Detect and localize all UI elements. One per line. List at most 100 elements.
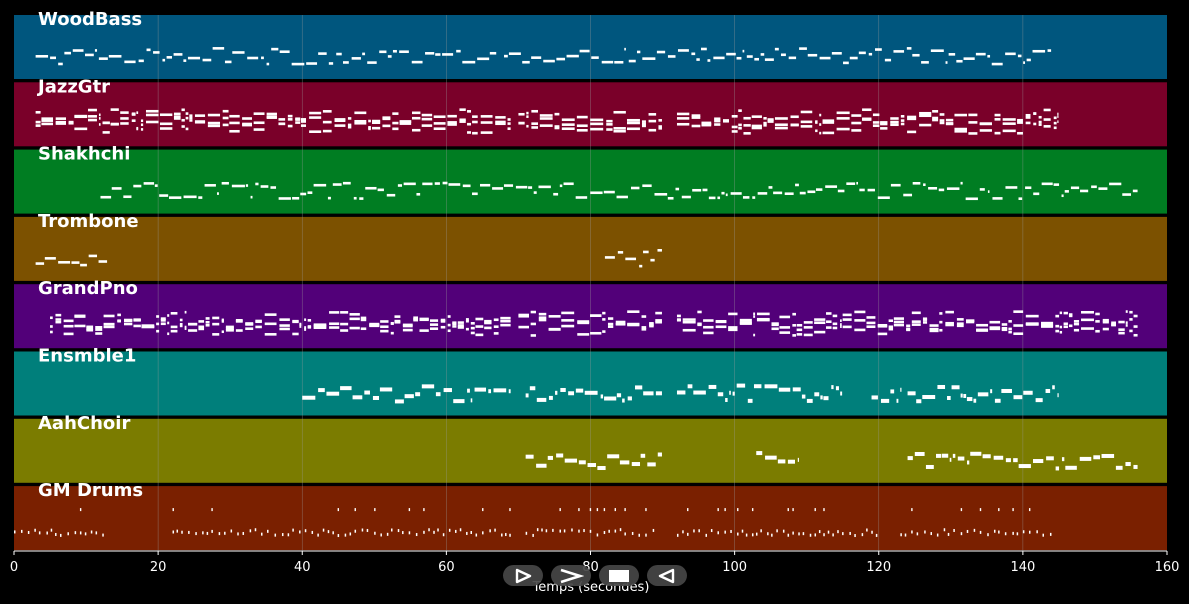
note — [696, 58, 700, 61]
stop-button[interactable] — [599, 565, 639, 586]
note — [1045, 388, 1051, 393]
x-tick-label: 100 — [722, 560, 747, 575]
note — [493, 318, 499, 322]
note — [553, 192, 559, 196]
note — [714, 117, 721, 121]
note — [731, 130, 738, 133]
note — [579, 49, 590, 53]
note — [743, 124, 751, 127]
note — [74, 127, 88, 131]
note — [206, 531, 209, 535]
note — [1025, 121, 1031, 125]
note — [322, 120, 332, 124]
note — [63, 319, 74, 323]
note — [131, 112, 136, 116]
note — [608, 529, 610, 533]
note — [655, 319, 662, 322]
note — [1025, 186, 1032, 190]
note — [1095, 312, 1100, 316]
note — [880, 121, 888, 124]
note — [145, 120, 159, 124]
note — [255, 319, 262, 323]
x-tick-label: 0 — [10, 560, 18, 575]
note — [982, 454, 991, 459]
note — [966, 529, 969, 533]
note — [313, 183, 327, 187]
note — [545, 529, 548, 533]
note — [211, 529, 213, 533]
note — [153, 51, 160, 54]
note — [347, 117, 352, 120]
note — [682, 318, 696, 321]
note — [318, 52, 327, 55]
note — [261, 56, 264, 60]
note — [960, 393, 963, 398]
note — [687, 532, 689, 536]
note — [591, 56, 599, 59]
note — [1055, 466, 1060, 471]
note — [222, 123, 229, 127]
note — [1102, 327, 1109, 331]
x-tick-label: 140 — [1010, 560, 1035, 575]
note — [548, 395, 553, 400]
note — [1059, 311, 1063, 315]
note — [929, 324, 939, 327]
note — [693, 529, 695, 533]
note — [960, 181, 963, 185]
note — [858, 51, 866, 55]
note — [108, 54, 122, 58]
fast-forward-button[interactable] — [551, 565, 591, 586]
note — [1043, 125, 1051, 128]
note — [1008, 327, 1012, 331]
note — [58, 62, 63, 66]
note — [235, 318, 243, 322]
note — [624, 532, 626, 536]
note — [399, 122, 412, 125]
note — [470, 531, 472, 535]
note — [508, 52, 521, 55]
note — [561, 324, 575, 328]
note — [602, 330, 606, 333]
note — [302, 395, 316, 400]
note — [687, 384, 693, 389]
note — [318, 388, 325, 393]
note — [613, 127, 626, 130]
note — [27, 530, 30, 534]
note — [814, 508, 816, 512]
note — [55, 318, 62, 321]
note — [189, 114, 193, 117]
note — [349, 532, 352, 536]
note — [1025, 113, 1031, 117]
note — [819, 123, 822, 126]
note — [764, 58, 774, 61]
rewind-button[interactable] — [647, 565, 687, 586]
note — [1068, 313, 1073, 316]
note — [399, 50, 409, 54]
note — [751, 508, 754, 512]
play-button[interactable] — [503, 565, 543, 586]
note — [1013, 324, 1024, 327]
note — [904, 533, 907, 537]
note — [372, 119, 381, 123]
note — [429, 319, 439, 322]
note — [994, 118, 1001, 121]
note — [921, 61, 929, 64]
note — [554, 112, 560, 116]
note — [619, 528, 622, 532]
note — [1057, 120, 1059, 124]
note — [74, 531, 77, 535]
note — [728, 312, 738, 316]
note — [102, 533, 104, 537]
note — [945, 321, 954, 325]
note — [654, 193, 668, 196]
note — [531, 122, 539, 125]
note — [340, 386, 352, 391]
note — [50, 528, 53, 532]
notes-grandpno — [50, 310, 1138, 337]
note — [831, 385, 834, 390]
note — [221, 181, 229, 185]
note — [143, 182, 155, 185]
note — [50, 316, 53, 320]
note — [990, 389, 993, 394]
note — [467, 122, 472, 126]
